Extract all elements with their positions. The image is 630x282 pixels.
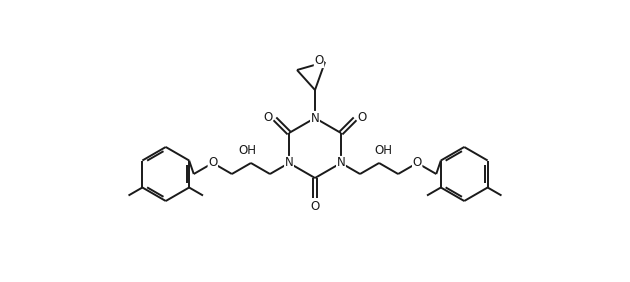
- Text: O: O: [208, 157, 217, 169]
- Text: O: O: [357, 111, 367, 124]
- Text: O: O: [263, 111, 273, 124]
- Text: O: O: [311, 199, 319, 213]
- Text: N: N: [285, 157, 294, 169]
- Text: O: O: [413, 157, 422, 169]
- Text: O: O: [314, 54, 324, 67]
- Text: N: N: [336, 157, 345, 169]
- Text: OH: OH: [374, 144, 392, 158]
- Text: N: N: [311, 111, 319, 124]
- Text: OH: OH: [238, 144, 256, 158]
